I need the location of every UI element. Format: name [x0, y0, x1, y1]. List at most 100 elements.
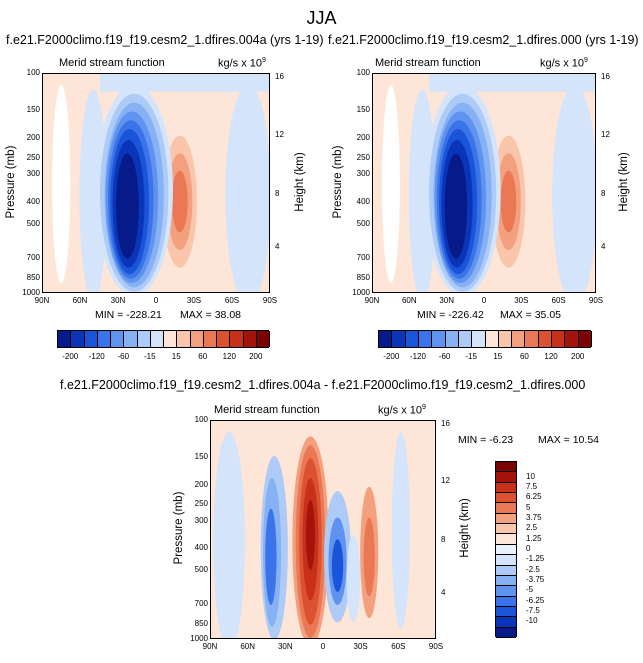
diff-neg-g — [346, 534, 361, 623]
panel1-colorbar-swatch — [124, 331, 138, 347]
panel3-subtitle: Merid stream function — [214, 404, 320, 416]
panel1-colorbar-swatch — [84, 331, 98, 347]
panel1-colorbar-label: -120 — [88, 352, 105, 361]
panel2-ylabel: Pressure (mb) — [332, 145, 344, 219]
figure-title: JJA — [306, 8, 337, 28]
panel3-colorbar-swatch — [496, 596, 516, 607]
p2-ytick-850: 850 — [356, 272, 370, 282]
panel2-colorbar-label: -120 — [409, 352, 426, 361]
panel1-min: MIN = -228.21 — [95, 309, 162, 321]
p3-ytick-right-16: 16 — [441, 419, 450, 429]
panel2-colorbar-label: -15 — [465, 352, 477, 361]
p2-ytick-150: 150 — [356, 105, 370, 115]
p1-ytick-right-8: 8 — [275, 189, 280, 198]
p3-ytick-150: 150 — [194, 452, 208, 462]
p3-ytick-right-4: 4 — [441, 588, 446, 597]
hadley-cell-7 — [115, 153, 139, 259]
panel1-colorbar-label: -200 — [62, 352, 79, 361]
p3-xtick-5: 60S — [391, 642, 406, 651]
panel3-colorbar-label: -3.75 — [526, 575, 545, 585]
panel1-colorbar-label: 60 — [198, 352, 208, 361]
diff-pos-4 — [305, 499, 315, 570]
p2-xtick-0: 90N — [364, 296, 380, 305]
panel3-plot — [210, 420, 436, 639]
panel3-colorbar-swatch — [496, 606, 516, 618]
p3-xtick-4: 30S — [353, 642, 368, 651]
panel3-colorbar-label: -7.5 — [526, 606, 540, 616]
panel3-units-text: kg/s x 10 — [378, 404, 423, 417]
panel3-colorbar-label: 7.5 — [526, 481, 538, 491]
panel3-colorbar-swatch — [496, 544, 516, 556]
panel1-colorbar-swatch — [111, 331, 125, 347]
panel1-colorbar-swatch — [177, 331, 191, 347]
panel3-colorbar — [495, 461, 517, 638]
panel3-colorbar-swatch — [496, 586, 516, 597]
p2-ytick-700: 700 — [356, 252, 370, 262]
panel3-colorbar-swatch — [496, 524, 516, 535]
p1-xtick-2: 30N — [110, 296, 126, 305]
panel2-colorbar-swatch — [565, 331, 579, 347]
panel3-colorbar-swatch — [496, 472, 516, 483]
p2-xtick-3: 0 — [481, 296, 487, 305]
panel3-colorbar-label: -1.25 — [526, 554, 545, 564]
p3-ytick-700: 700 — [194, 598, 208, 608]
panel3-colorbar-label: 2.5 — [526, 523, 538, 533]
p3-xtick-1: 60N — [240, 642, 255, 651]
p2-xtick-6: 90S — [588, 296, 604, 305]
panel1-colorbar-swatch — [230, 331, 244, 347]
panel3-colorbar-swatch — [496, 513, 516, 525]
panel3-colorbar-label: -10 — [526, 616, 538, 626]
panel2-ylabel-right: Height (km) — [618, 152, 630, 212]
panel1-colorbar-swatch — [243, 331, 257, 347]
p1-ytick-400: 400 — [26, 196, 40, 206]
panel2-colorbar-swatch — [525, 331, 539, 347]
panel3-colorbar-swatch — [496, 493, 516, 504]
panel3-colorbar-swatch — [496, 575, 516, 587]
panel3-title: f.e21.F2000climo.f19_f19.cesm2_1.dfires.… — [60, 378, 586, 392]
panel1-colorbar-label: -15 — [143, 352, 156, 361]
panel1-units-text: kg/s x 10 — [218, 57, 263, 70]
panel1-colorbar-swatch — [203, 331, 217, 347]
p2-ytick-right-16: 16 — [601, 72, 610, 82]
p2-ytick-1000: 1000 — [352, 288, 370, 297]
panel2-colorbar-swatch — [458, 331, 473, 347]
p3-ytick-right-8: 8 — [441, 535, 446, 545]
panel3-colorbar-label: 1.25 — [526, 533, 542, 543]
panel2-colorbar-swatch — [538, 331, 553, 347]
far-south-cell — [552, 85, 595, 292]
panel2-colorbar-swatch — [379, 331, 393, 347]
panel3-ylabel-right: Height (km) — [459, 498, 471, 558]
diff-neg-f — [331, 539, 344, 592]
panel2-colorbar-swatch — [578, 331, 592, 347]
panel2-plot — [372, 73, 596, 293]
p1-ytick-1000: 1000 — [22, 288, 40, 297]
p2-ytick-250: 250 — [356, 152, 370, 162]
panel2-colorbar-swatch — [418, 331, 433, 347]
panel2-colorbar — [378, 330, 592, 348]
panel3-ylabel: Pressure (mb) — [173, 491, 185, 565]
panel3-colorbar-label: 3.75 — [526, 512, 542, 522]
p2-ytick-200: 200 — [356, 132, 370, 142]
panel3-max: MAX = 10.54 — [538, 434, 599, 446]
panel3-colorbar-label: -5 — [526, 585, 534, 595]
panel1-max: MAX = 38.08 — [180, 309, 241, 321]
p2-ytick-right-12: 12 — [601, 129, 610, 139]
p2-ytick-right-8: 8 — [601, 189, 606, 198]
p2-xtick-2: 30N — [439, 296, 454, 305]
panel1-colorbar-swatch — [256, 331, 270, 347]
panel3-colorbar-swatch — [496, 482, 516, 494]
panel2-colorbar-swatch — [445, 331, 459, 347]
panel3-colorbar-swatch — [496, 534, 516, 545]
panel1-units-exp: 9 — [262, 57, 266, 64]
panel1-colorbar-swatch — [58, 331, 72, 347]
panel3-colorbar-label: 10 — [526, 471, 535, 481]
p3-ytick-500: 500 — [194, 565, 208, 574]
panel1-colorbar-swatch — [137, 331, 151, 347]
panel3-colorbar-swatch — [496, 503, 516, 514]
p3-ytick-100: 100 — [194, 415, 208, 424]
p3-ytick-200: 200 — [194, 479, 208, 489]
panel2-min: MIN = -226.42 — [417, 309, 484, 321]
panel1-colorbar — [57, 330, 270, 348]
panel2-max: MAX = 35.05 — [500, 309, 561, 321]
panel1-colorbar-swatch — [71, 331, 85, 347]
